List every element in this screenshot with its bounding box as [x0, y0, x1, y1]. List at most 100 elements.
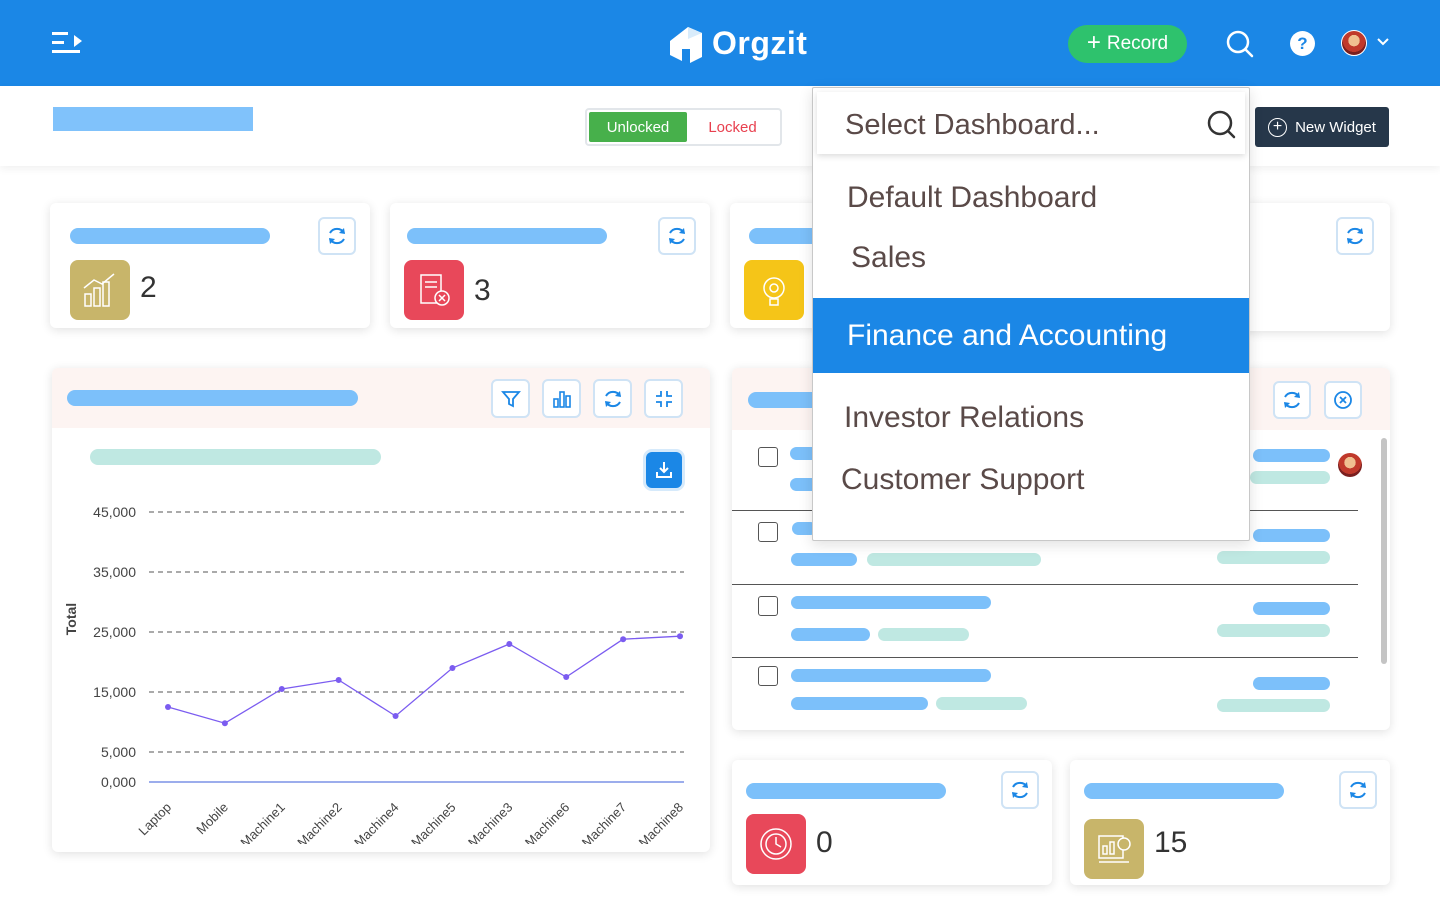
refresh-button[interactable]: [1336, 217, 1374, 255]
dropdown-option[interactable]: Sales: [851, 241, 927, 274]
data-point: [563, 674, 569, 680]
list-item-placeholder: [791, 697, 928, 710]
list-item-placeholder: [1253, 602, 1330, 615]
download-chart-button[interactable]: [646, 452, 682, 488]
x-tick-label: Machine1: [237, 800, 287, 850]
y-tick-label: 45,000: [93, 504, 136, 520]
stat-value: 0: [816, 826, 833, 859]
filter-button[interactable]: [491, 379, 530, 418]
row-checkbox[interactable]: [758, 596, 778, 616]
list-item-placeholder: [791, 553, 857, 566]
list-item-placeholder: [1217, 551, 1330, 564]
data-point: [279, 686, 285, 692]
download-icon: [656, 462, 672, 478]
refresh-button[interactable]: [1001, 771, 1039, 809]
card-title-placeholder: [407, 228, 607, 244]
refresh-icon: [329, 227, 345, 245]
idea-gear-bulb-icon: [744, 260, 804, 320]
collapse-icon: [655, 390, 672, 407]
refresh-icon: [1284, 391, 1300, 409]
assignee-avatar[interactable]: [1338, 453, 1362, 477]
search-icon[interactable]: [1226, 30, 1254, 58]
lock-toggle[interactable]: Unlocked Locked: [585, 108, 782, 146]
dropdown-option[interactable]: Default Dashboard: [847, 181, 1098, 214]
list-item-placeholder: [878, 628, 969, 641]
y-tick-label: 25,000: [93, 624, 136, 640]
dashboard-search-field[interactable]: Select Dashboard...: [817, 92, 1245, 154]
refresh-button[interactable]: [593, 379, 632, 418]
list-item-placeholder: [791, 596, 991, 609]
record-button-label: Record: [1106, 33, 1169, 54]
line-chart: 0,000 5,000 15,000 25,000 35,000 45,000 Total L…: [52, 368, 710, 852]
y-axis-label: Total: [63, 603, 79, 635]
row-checkbox[interactable]: [758, 522, 778, 542]
list-item-placeholder: [936, 697, 1027, 710]
growth-chart-icon: [70, 260, 130, 320]
dropdown-option-selected[interactable]: Finance and Accounting: [813, 298, 1249, 373]
stat-card: 2: [50, 203, 370, 328]
top-navigation-bar: Orgzit + Record ?: [0, 0, 1440, 86]
bar-chart-icon: [552, 390, 571, 408]
close-widget-button[interactable]: [1324, 381, 1362, 419]
list-item-placeholder: [1217, 624, 1330, 637]
stat-value: 15: [1154, 826, 1188, 859]
circle-plus-icon: +: [1268, 117, 1288, 137]
refresh-icon: [1350, 781, 1366, 799]
data-point: [506, 641, 512, 647]
plus-icon: +: [1086, 29, 1101, 56]
rejected-document-icon: [404, 260, 464, 320]
analytics-board-icon: [1084, 819, 1144, 879]
row-divider: [732, 657, 1358, 658]
data-point: [222, 720, 228, 726]
add-record-button[interactable]: + Record: [1068, 25, 1187, 63]
card-title-placeholder: [70, 228, 270, 244]
row-checkbox[interactable]: [758, 447, 778, 467]
dashboard-title-placeholder: [53, 107, 253, 131]
widget-title-placeholder: [67, 390, 358, 406]
stat-value: 2: [140, 271, 157, 304]
list-item-placeholder: [1250, 471, 1330, 484]
help-icon[interactable]: ?: [1290, 31, 1315, 56]
data-point: [677, 633, 683, 639]
brand-logo[interactable]: Orgzit: [668, 22, 807, 64]
chart-title-placeholder: [90, 449, 381, 465]
x-tick-label: Machine7: [579, 800, 629, 850]
list-item-placeholder: [791, 628, 870, 641]
filter-icon: [500, 390, 521, 407]
brand-name: Orgzit: [712, 24, 808, 61]
help-glyph: ?: [1297, 33, 1308, 53]
list-item-placeholder: [867, 553, 1041, 566]
locked-option[interactable]: Locked: [708, 118, 757, 136]
x-tick-label: Machine4: [351, 800, 401, 850]
card-title-placeholder: [1084, 783, 1284, 799]
y-tick-label: 15,000: [93, 684, 136, 700]
list-item-placeholder: [1253, 449, 1330, 462]
x-tick-label: Machine6: [522, 800, 572, 850]
refresh-icon: [604, 390, 621, 407]
refresh-button[interactable]: [658, 217, 696, 255]
list-scrollbar[interactable]: [1381, 438, 1387, 664]
new-widget-button[interactable]: + New Widget: [1255, 107, 1389, 147]
menu-toggle-icon[interactable]: [52, 30, 84, 56]
dropdown-option[interactable]: Customer Support: [841, 463, 1085, 496]
unlocked-option[interactable]: Unlocked: [589, 112, 687, 142]
close-icon: [1334, 391, 1352, 409]
chevron-down-icon[interactable]: [1376, 36, 1390, 48]
stat-card: 15: [1070, 760, 1390, 885]
refresh-button[interactable]: [318, 217, 356, 255]
y-tick-label: 35,000: [93, 564, 136, 580]
stat-card: 0: [732, 760, 1052, 885]
refresh-button[interactable]: [1273, 381, 1311, 419]
dropdown-option[interactable]: Investor Relations: [844, 401, 1085, 434]
collapse-button[interactable]: [644, 379, 683, 418]
data-point: [165, 704, 171, 710]
chart-type-button[interactable]: [542, 379, 581, 418]
x-tick-label: Laptop: [135, 800, 174, 839]
time-clock-icon: [746, 814, 806, 874]
new-widget-label: New Widget: [1295, 118, 1376, 136]
x-tick-label: Machine2: [294, 800, 344, 850]
row-checkbox[interactable]: [758, 666, 778, 686]
orgzit-logo-icon: [670, 27, 702, 63]
user-avatar[interactable]: [1341, 30, 1367, 56]
refresh-button[interactable]: [1339, 771, 1377, 809]
